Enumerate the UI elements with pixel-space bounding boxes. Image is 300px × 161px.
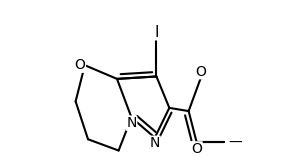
Text: O: O [195, 65, 206, 79]
Text: —: — [228, 136, 242, 149]
Text: N: N [126, 116, 137, 130]
Text: O: O [74, 58, 86, 72]
Text: I: I [154, 25, 159, 40]
Text: N: N [150, 136, 160, 150]
Text: O: O [191, 142, 202, 156]
